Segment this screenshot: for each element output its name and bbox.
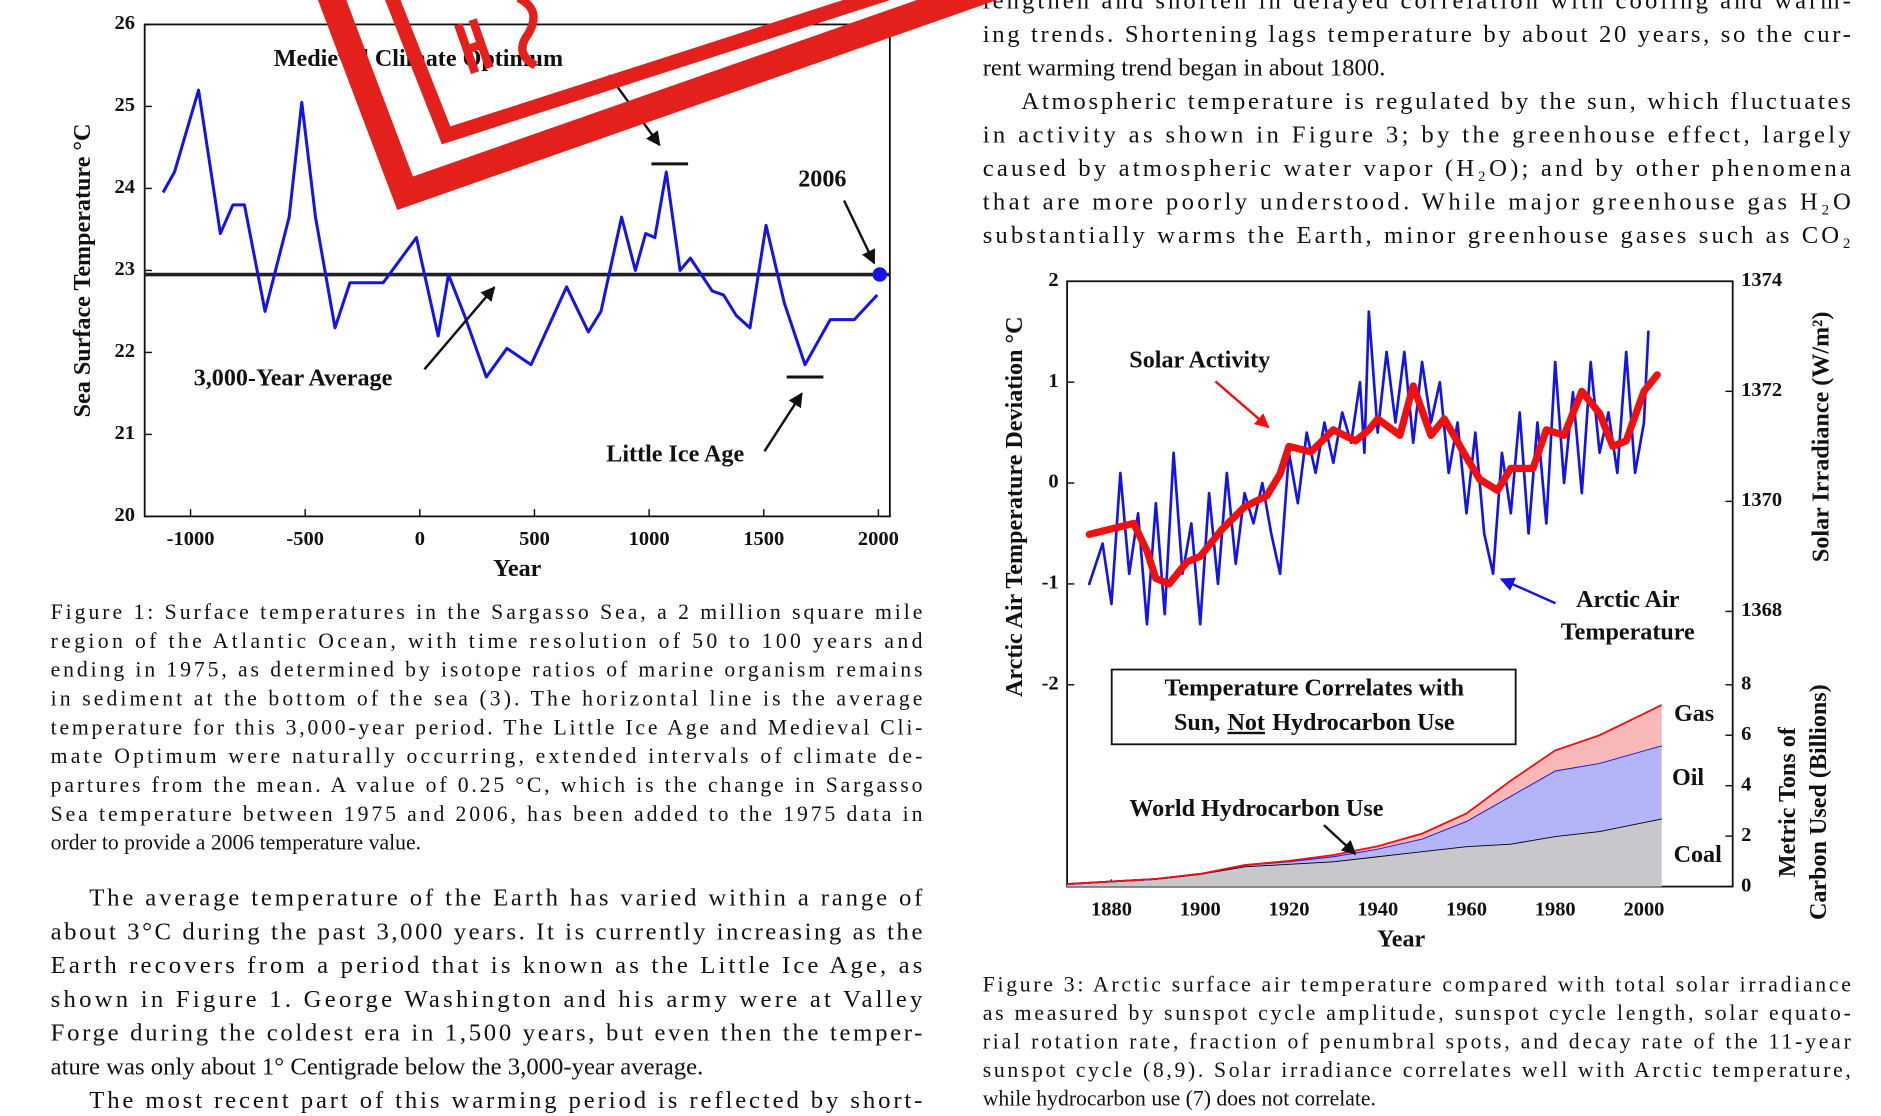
series-label: Solar Activity — [1129, 348, 1270, 374]
y-tick-label: 22 — [115, 340, 135, 362]
text-line: lengthen and shorten in delayed correlat… — [983, 0, 1851, 14]
text-line: that are more poorly understood. While m… — [983, 189, 1851, 216]
x-tick-label: 1500 — [743, 528, 784, 550]
callout-part: Sun, — [1174, 709, 1220, 735]
series-label: Oil — [1672, 765, 1704, 791]
text-line: ature was only about 1° Centigrade below… — [51, 1053, 704, 1080]
x-tick-label: 1880 — [1091, 898, 1132, 920]
x-tick-label: 2000 — [1623, 898, 1664, 920]
text-line: region of the Atlantic Ocean, with time … — [51, 629, 923, 653]
text-line: substantially warms the Earth, minor gre… — [983, 222, 1851, 249]
text-line: temperature for this 3,000-year period. … — [51, 715, 923, 739]
page-canvas: lengthen and shorten in delayed correlat… — [0, 0, 1881, 1116]
text-line: Forge during the coldest era in 1,500 ye… — [51, 1020, 923, 1047]
annotation: 3,000-Year Average — [194, 366, 393, 392]
text-line: sunspot cycle (8,9). Solar irradiance co… — [983, 1058, 1851, 1082]
y-tick-label: 1374 — [1741, 269, 1782, 291]
annotation: Little Ice Age — [606, 442, 744, 468]
text-line: mate Optimum were naturally occurring, e… — [51, 744, 923, 768]
x-tick-label: -1000 — [167, 528, 215, 550]
text-line: Earth recovers from a period that is kno… — [51, 952, 923, 979]
text-line: in sediment at the bottom of the sea (3)… — [51, 687, 923, 711]
y-tick-label: 6 — [1741, 723, 1751, 745]
x-tick-label: 1900 — [1180, 898, 1221, 920]
text-line: Atmospheric temperature is regulated by … — [1021, 88, 1851, 115]
x-axis-label: Year — [493, 556, 541, 582]
point-2006 — [873, 267, 887, 281]
text-line: Figure 3: Arctic surface air temperature… — [983, 973, 1851, 997]
text-line: caused by atmospheric water vapor (H₂O);… — [983, 155, 1851, 182]
y-tick-label: 2 — [1741, 824, 1751, 846]
y-tick-label: 20 — [115, 504, 135, 526]
text-line: rent warming trend began in about 1800. — [983, 54, 1386, 81]
y3-axis-label: Metric Tons of — [1775, 726, 1801, 877]
text-line: as measured by sunspot cycle amplitude, … — [983, 1001, 1851, 1025]
text-line: ing trends. Shortening lags temperature … — [983, 21, 1851, 48]
callout-part: Hydrocarbon Use — [1272, 709, 1455, 735]
series-label: Arctic Air Temperature — [1531, 584, 1724, 649]
y3-axis-label: Carbon Used (Billions) — [1806, 684, 1832, 920]
series-label-box: Arctic Air Temperature — [1531, 584, 1724, 656]
annotation: 2006 — [798, 167, 846, 193]
text-line: shown in Figure 1. George Washington and… — [51, 986, 923, 1013]
x-axis-label: Year — [1377, 926, 1425, 952]
y-tick-label: 25 — [115, 94, 135, 116]
callout-text: Sun, Not Hydrocarbon Use — [1174, 709, 1455, 735]
x-tick-label: 2000 — [858, 528, 899, 550]
page: {"text": { "right_top": [ "lengthen and … — [0, 0, 1881, 1116]
text-line: order to provide a 2006 temperature valu… — [51, 831, 421, 855]
text-line: The most recent part of this warming per… — [89, 1087, 922, 1114]
y-tick-label: 1368 — [1741, 599, 1782, 621]
callout-text: Temperature Correlates with — [1165, 676, 1465, 702]
y-tick-label: 0 — [1741, 874, 1751, 896]
x-tick-label: 0 — [415, 528, 425, 550]
y-axis-label: Sea Surface Temperature °C — [70, 124, 96, 418]
y-tick-label: 24 — [115, 176, 135, 198]
x-tick-label: 1940 — [1357, 898, 1398, 920]
y-tick-label: 1372 — [1741, 379, 1782, 401]
y-tick-label: 0 — [1048, 471, 1058, 493]
series-label: Gas — [1674, 701, 1714, 727]
y-tick-label: -2 — [1042, 673, 1059, 695]
y-axis-label: Arctic Air Temperature Deviation °C — [1002, 316, 1028, 697]
y-tick-label: 1370 — [1741, 489, 1782, 511]
y-tick-label: 23 — [115, 258, 135, 280]
y-tick-label: -1 — [1042, 572, 1059, 594]
text-line: about 3°C during the past 3,000 years. I… — [51, 918, 923, 945]
text-line: rial rotation rate, fraction of penumbra… — [983, 1030, 1852, 1054]
text-line: while hydrocarbon use (7) does not corre… — [983, 1086, 1376, 1110]
series-label: Coal — [1674, 842, 1723, 868]
x-tick-label: 1960 — [1446, 898, 1487, 920]
text-line: in activity as shown in Figure 3; by the… — [983, 121, 1852, 148]
text-line: The average temperature of the Earth has… — [89, 885, 923, 912]
text-line: ending in 1975, as determined by isotope… — [51, 658, 923, 682]
y-tick-label: 26 — [115, 12, 135, 34]
y-tick-label: 21 — [115, 422, 135, 444]
text-line: Figure 1: Surface temperatures in the Sa… — [51, 600, 923, 624]
y2-axis-label: Solar Irradiance (W/m²) — [1809, 312, 1835, 563]
y-tick-label: 1 — [1048, 370, 1058, 392]
callout-part: Not — [1227, 709, 1264, 735]
text-line: Sea temperature between 1975 and 2006, h… — [51, 802, 923, 826]
x-tick-label: 1980 — [1535, 898, 1576, 920]
y-tick-label: 2 — [1048, 269, 1058, 291]
text-line: partures from the mean. A value of 0.25 … — [51, 773, 923, 797]
x-tick-label: -500 — [286, 528, 324, 550]
x-tick-label: 1000 — [629, 528, 670, 550]
x-tick-label: 1920 — [1268, 898, 1309, 920]
y-tick-label: 8 — [1741, 673, 1751, 695]
x-tick-label: 500 — [519, 528, 550, 550]
y-tick-label: 4 — [1741, 773, 1751, 795]
annotation: World Hydrocarbon Use — [1129, 796, 1383, 822]
